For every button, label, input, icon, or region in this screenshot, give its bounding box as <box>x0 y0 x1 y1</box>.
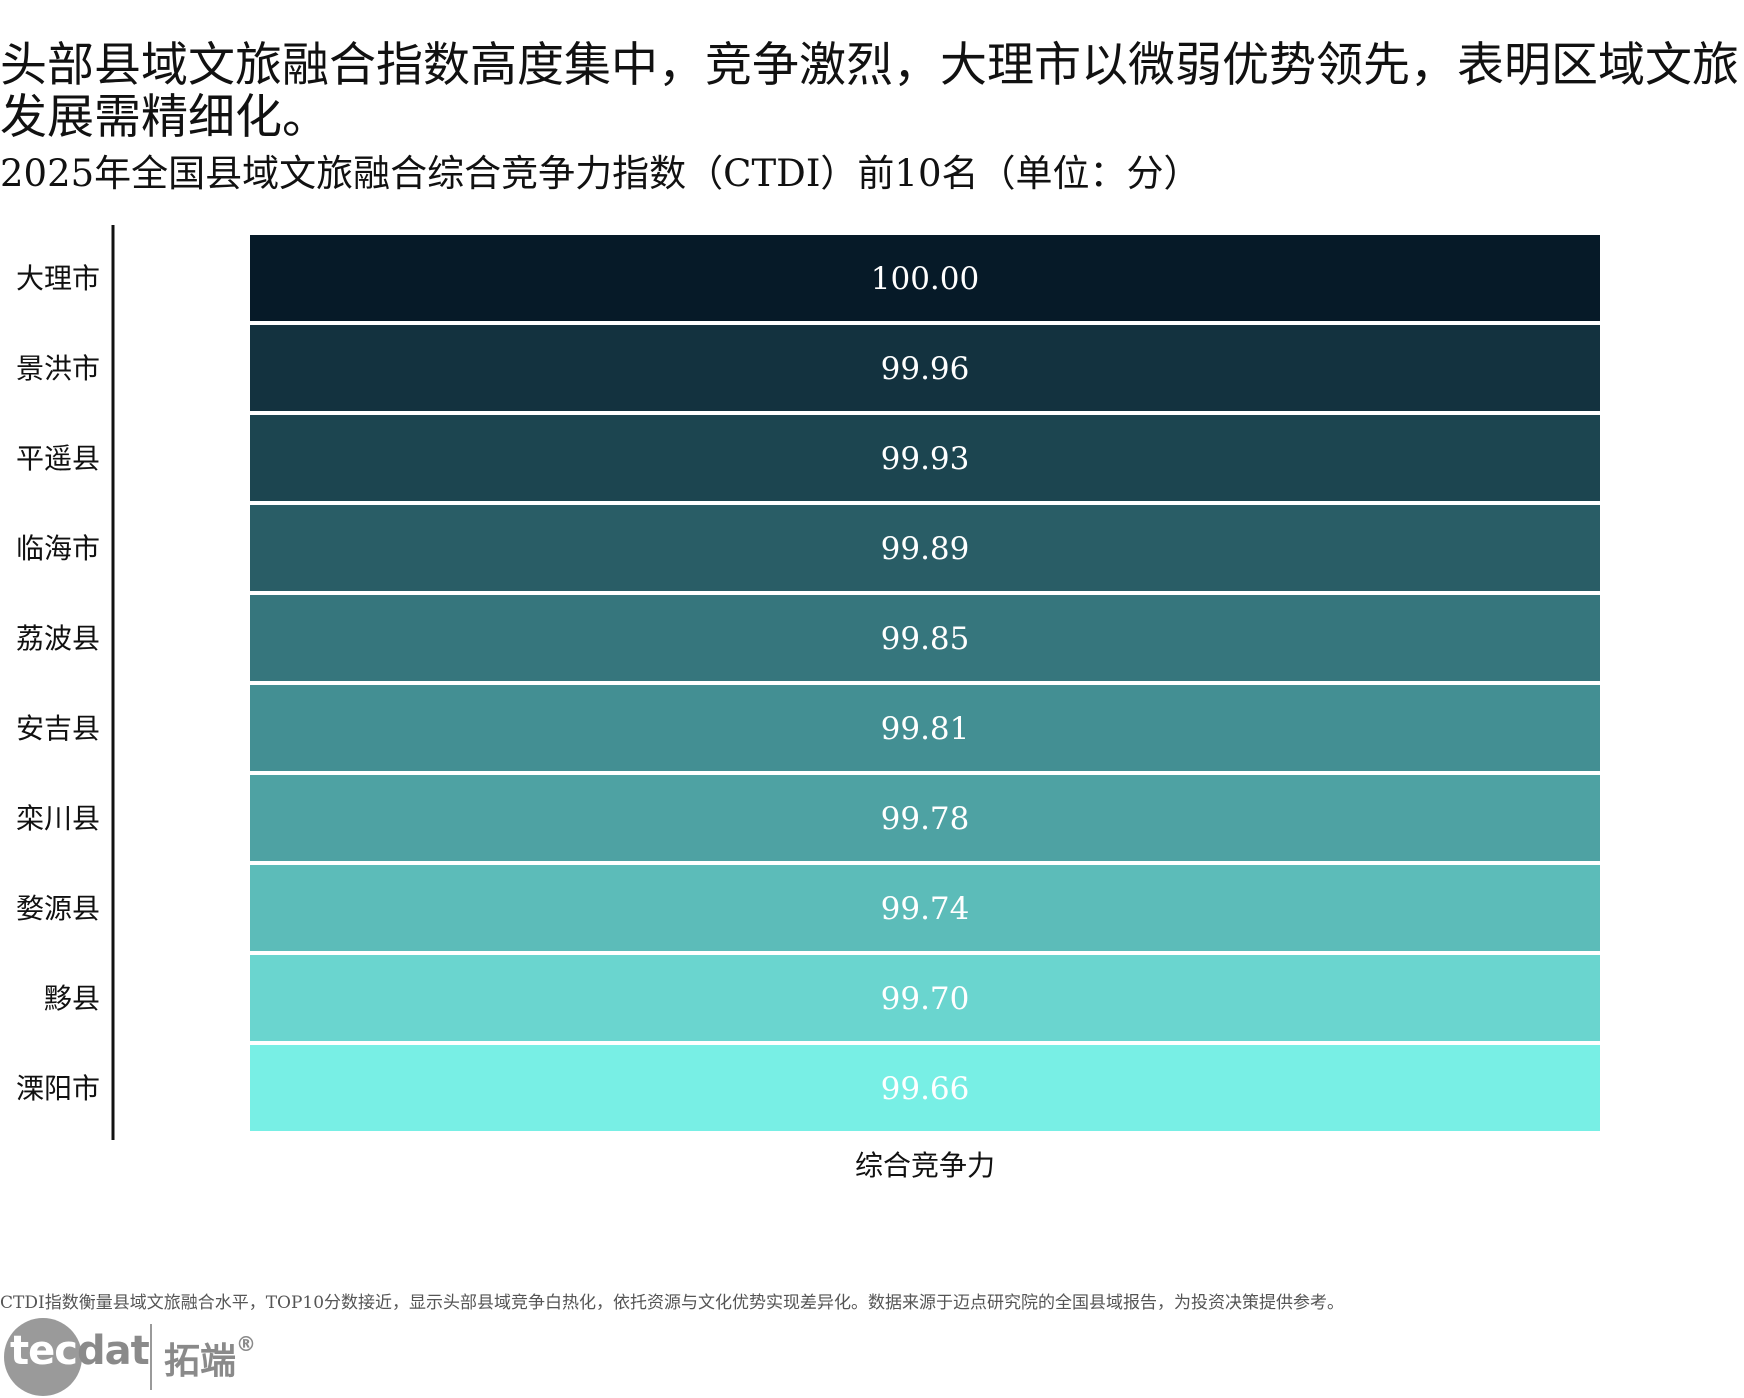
data-label: 99.78 <box>881 801 970 837</box>
logo-cn-text: 拓端® <box>164 1332 257 1382</box>
data-label: 99.89 <box>881 531 970 567</box>
data-label: 99.81 <box>881 711 970 747</box>
data-label: 99.93 <box>881 441 970 477</box>
y-tick-label: 黟县 <box>44 982 100 1015</box>
data-label: 100.00 <box>871 261 979 297</box>
y-tick-label: 大理市 <box>16 262 100 295</box>
y-tick-label: 平遥县 <box>16 442 100 475</box>
y-tick-label: 景洪市 <box>16 352 100 385</box>
data-label: 99.74 <box>881 891 970 927</box>
logo-divider <box>150 1324 152 1390</box>
data-label: 99.66 <box>881 1071 970 1107</box>
heatmap-rows: 100.00 大理市 99.96 景洪市 99.93 平遥县 99.89 临海市 99.85 荔波… <box>16 235 1600 1131</box>
logo-text: tecdat <box>10 1328 150 1374</box>
data-label: 99.85 <box>881 621 970 657</box>
data-label: 99.96 <box>881 351 970 387</box>
chart-subtitle: 2025年全国县域文旅融合综合竞争力指数（CTDI）前10名（单位：分） <box>0 152 1201 195</box>
x-axis-label: 综合竞争力 <box>855 1149 995 1182</box>
y-tick-label: 婺源县 <box>16 892 100 925</box>
logo-circle <box>4 1318 82 1396</box>
heatmap-cell <box>250 595 1600 681</box>
y-tick-label: 溧阳市 <box>16 1072 100 1105</box>
heatmap-cell <box>250 955 1600 1041</box>
y-tick-label: 栾川县 <box>16 802 100 835</box>
heatmap-cell <box>250 235 1600 321</box>
heatmap-cell <box>250 1045 1600 1131</box>
headline: 头部县域文旅融合指数高度集中，竞争激烈，大理市以微弱优势领先，表明区域文旅发展需… <box>0 38 1739 145</box>
heatmap-chart: 100.00 大理市 99.96 景洪市 99.93 平遥县 99.89 临海市 99.85 荔波… <box>16 225 1600 1182</box>
footnote: CTDI指数衡量县域文旅融合水平，TOP10分数接近，显示头部县域竞争白热化，依… <box>0 1293 1345 1313</box>
heatmap-cell <box>250 505 1600 591</box>
y-tick-label: 荔波县 <box>16 622 100 655</box>
brand-logo: tecdat 拓端® <box>4 1318 264 1398</box>
heatmap-cell <box>250 865 1600 951</box>
heatmap-cell <box>250 325 1600 411</box>
heatmap-cell <box>250 775 1600 861</box>
heatmap-cell <box>250 685 1600 771</box>
data-label: 99.70 <box>881 981 970 1017</box>
y-tick-label: 临海市 <box>16 532 100 565</box>
heatmap-cell <box>250 415 1600 501</box>
y-tick-label: 安吉县 <box>16 712 100 745</box>
